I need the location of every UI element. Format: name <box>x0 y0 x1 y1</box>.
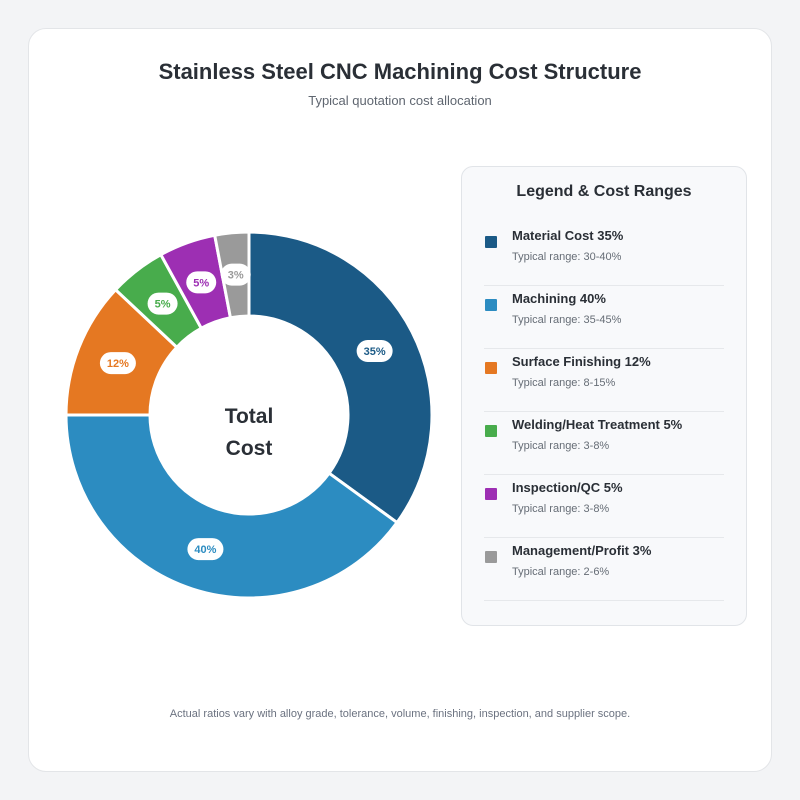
legend-swatch <box>485 362 497 374</box>
data-label-background <box>186 271 217 294</box>
legend-label: Inspection/QC 5% <box>512 480 623 495</box>
legend-item-inspection-qc: Inspection/QC 5% Typical range: 3-8% <box>484 475 724 538</box>
data-label: 3% <box>228 270 244 282</box>
legend-range: Typical range: 3-8% <box>512 503 610 515</box>
legend-range: Typical range: 3-8% <box>512 440 610 452</box>
donut-slice-machining <box>64 413 400 600</box>
data-label-background <box>220 263 251 286</box>
chart-title: Stainless Steel CNC Machining Cost Struc… <box>158 59 642 84</box>
data-label: 5% <box>193 277 209 289</box>
legend-range: Typical range: 2-6% <box>512 566 610 578</box>
legend-panel: Legend & Cost Ranges Material Cost 35% T… <box>461 166 747 626</box>
legend-item-machining: Machining 40% Typical range: 35-45% <box>484 286 724 349</box>
donut-slice-material-cost <box>247 230 434 525</box>
data-label: 40% <box>194 544 216 556</box>
data-label-background <box>187 538 224 561</box>
legend-swatch <box>485 551 497 563</box>
center-label-line-1: Total <box>225 405 274 428</box>
data-label-background <box>147 292 178 315</box>
data-label: 12% <box>107 358 129 370</box>
legend-list: Material Cost 35% Typical range: 30-40% … <box>484 223 724 601</box>
data-label: 35% <box>364 346 386 358</box>
legend-range: Typical range: 35-45% <box>512 314 622 326</box>
legend-swatch <box>485 425 497 437</box>
data-label-background <box>356 339 393 362</box>
footnote: Actual ratios vary with alloy grade, tol… <box>169 708 631 720</box>
legend-swatch <box>485 488 497 500</box>
center-label-line-2: Cost <box>226 437 273 460</box>
donut-chart: 35% 40% 12% 5% 5% 3% Total Cost <box>64 230 434 600</box>
legend-label: Welding/Heat Treatment 5% <box>512 417 683 432</box>
data-label: 5% <box>155 299 171 311</box>
chart-subtitle: Typical quotation cost allocation <box>308 93 492 108</box>
legend-title: Legend & Cost Ranges <box>516 183 692 200</box>
legend-item-surface-finishing: Surface Finishing 12% Typical range: 8-1… <box>484 349 724 412</box>
legend-item-management-profit: Management/Profit 3% Typical range: 2-6% <box>484 538 724 601</box>
data-label-background <box>99 352 136 375</box>
legend-label: Machining 40% <box>512 291 606 306</box>
legend-swatch <box>485 299 497 311</box>
chart-card: Stainless Steel CNC Machining Cost Struc… <box>28 28 772 772</box>
legend-range: Typical range: 8-15% <box>512 377 616 389</box>
legend-label: Surface Finishing 12% <box>512 354 651 369</box>
legend-label: Management/Profit 3% <box>512 543 652 558</box>
legend-item-material-cost: Material Cost 35% Typical range: 30-40% <box>484 223 724 286</box>
legend-item-welding-heat-treatment: Welding/Heat Treatment 5% Typical range:… <box>484 412 724 475</box>
legend-label: Material Cost 35% <box>512 228 624 243</box>
legend-range: Typical range: 30-40% <box>512 251 622 263</box>
legend-swatch <box>485 236 497 248</box>
